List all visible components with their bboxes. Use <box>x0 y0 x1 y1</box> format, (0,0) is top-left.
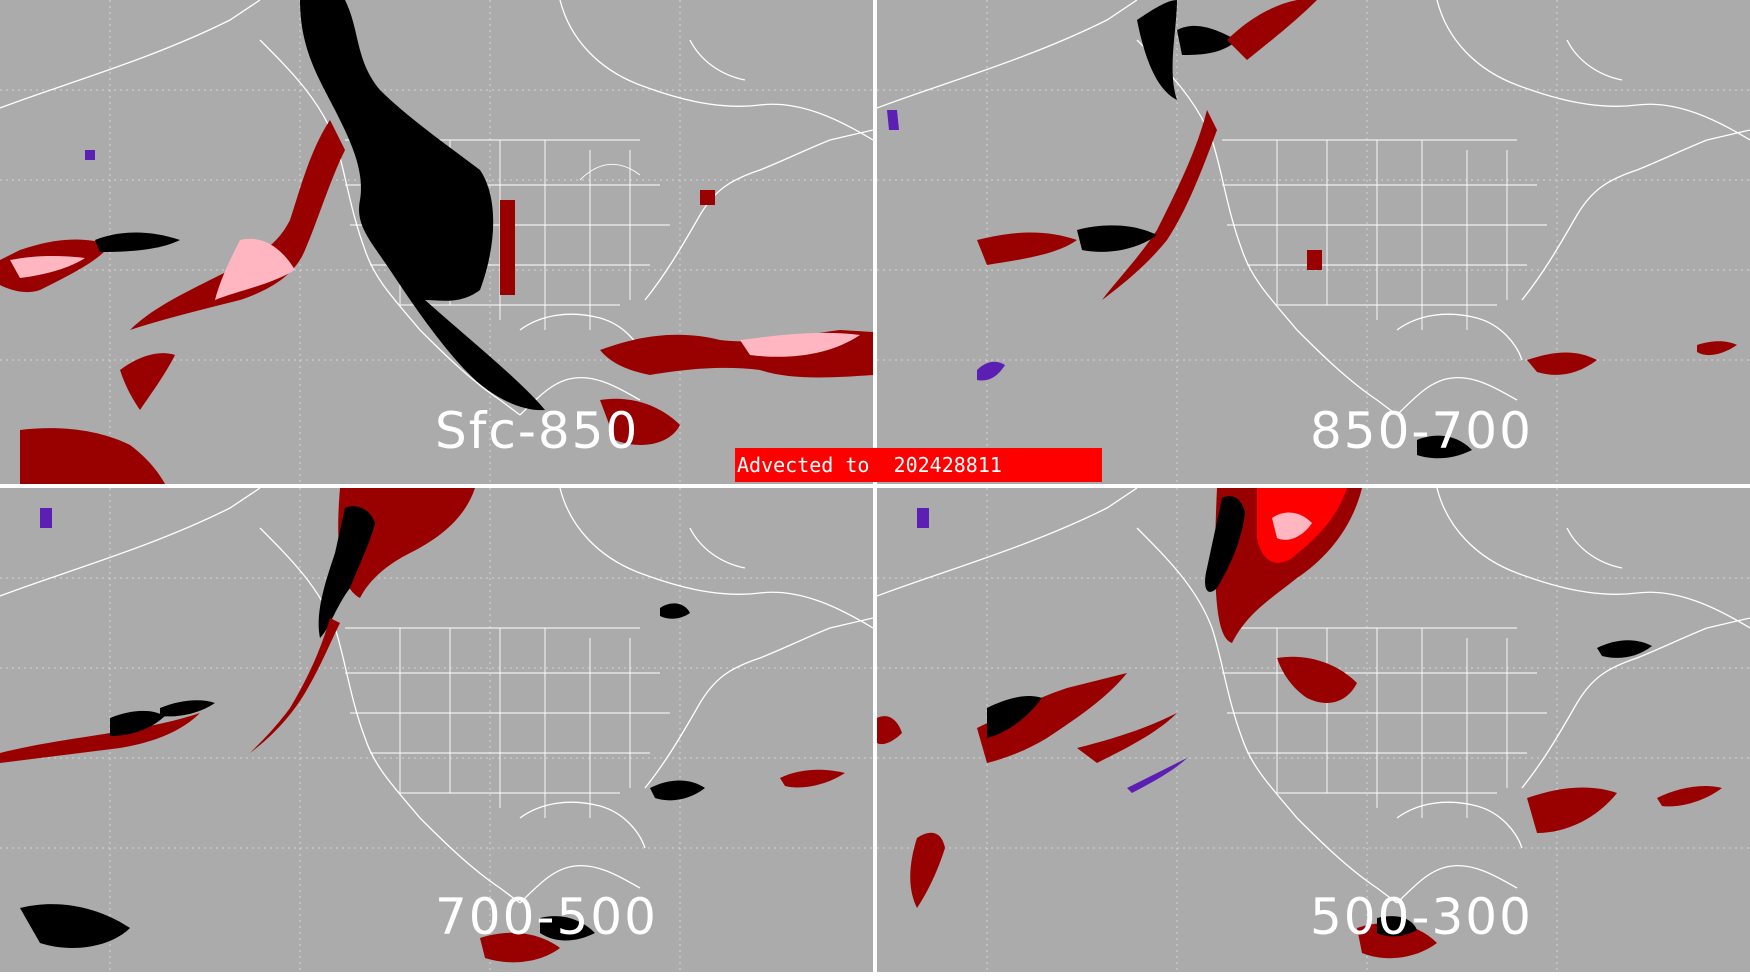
layer-label: 850-700 <box>1310 402 1533 460</box>
panel-850-700: 850-700 <box>877 0 1750 484</box>
panel-700-500: 700-500 <box>0 488 873 972</box>
map-850-700 <box>877 0 1750 484</box>
panel-sfc-850: Sfc-850 <box>0 0 873 484</box>
layer-label: Sfc-850 <box>435 402 640 460</box>
map-700-500 <box>0 488 873 972</box>
layer-label: 700-500 <box>435 888 658 946</box>
map-sfc-850 <box>0 0 873 484</box>
layer-label: 500-300 <box>1310 888 1533 946</box>
map-500-300 <box>877 488 1750 972</box>
advection-banner: Advected to 202428811 <box>735 448 1102 482</box>
panel-500-300: 500-300 <box>877 488 1750 972</box>
